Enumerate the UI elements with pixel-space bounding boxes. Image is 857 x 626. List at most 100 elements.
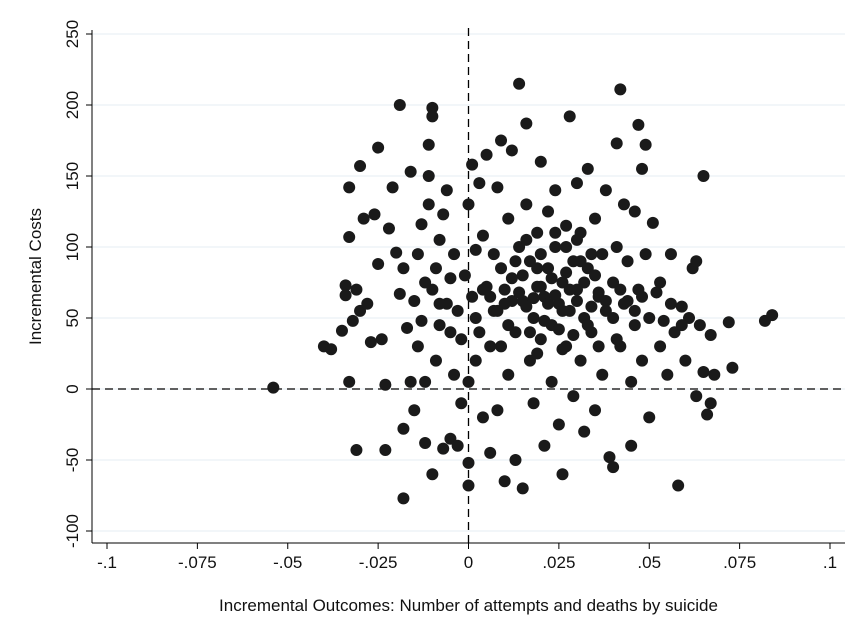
scatter-point [509, 255, 522, 268]
scatter-point [513, 286, 526, 299]
scatter-point [722, 316, 735, 329]
y-tick-label: 50 [63, 309, 82, 328]
scatter-point [675, 300, 688, 313]
scatter-point [661, 368, 674, 381]
scatter-point [520, 233, 533, 246]
scatter-point [589, 269, 602, 282]
y-tick-label: -100 [63, 514, 82, 548]
scatter-point [462, 375, 475, 388]
scatter-point [690, 255, 703, 268]
scatter-point [603, 451, 616, 464]
scatter-point [335, 324, 348, 337]
y-tick-label: 150 [63, 162, 82, 190]
scatter-point [534, 280, 547, 293]
scatter-point [552, 418, 565, 431]
scatter-point [505, 144, 518, 157]
scatter-point [646, 216, 659, 229]
y-axis-title: Incremental Costs [26, 208, 45, 345]
x-tick-label: -.05 [273, 553, 302, 572]
scatter-point [697, 365, 710, 378]
scatter-point [469, 312, 482, 324]
scatter-point [636, 162, 649, 175]
scatter-point [552, 323, 565, 336]
scatter-point [596, 248, 609, 261]
scatter-point [476, 283, 489, 296]
scatter-point [444, 326, 457, 339]
scatter-point [350, 444, 363, 457]
scatter-point [411, 248, 424, 261]
scatter-point [607, 461, 620, 474]
scatter-point [520, 300, 533, 313]
scatter-point [693, 319, 706, 332]
scatter-point [542, 262, 555, 275]
scatter-point [654, 276, 667, 289]
scatter-point [487, 248, 500, 261]
scatter-point [527, 397, 540, 410]
scatter-point [357, 212, 370, 225]
scatter-point [563, 283, 576, 296]
scatter-point [585, 300, 598, 313]
scatter-point [448, 248, 461, 261]
x-tick-label: 0 [464, 553, 473, 572]
scatter-point [469, 354, 482, 367]
scatter-point [570, 177, 583, 190]
scatter-point [534, 155, 547, 168]
scatter-point [466, 290, 479, 303]
scatter-point [433, 297, 446, 310]
scatter-point [708, 368, 721, 381]
scatter-point [397, 492, 410, 505]
scatter-point [476, 411, 489, 424]
x-tick-label: -.075 [178, 553, 217, 572]
y-tick-label: -50 [63, 448, 82, 473]
scatter-point [570, 233, 583, 246]
scatter-point [429, 262, 442, 275]
scatter-point [433, 233, 446, 246]
scatter-point [585, 248, 598, 261]
scatter-point [408, 294, 421, 307]
scatter-point [639, 138, 652, 151]
scatter-point [502, 212, 515, 225]
scatter-point [433, 319, 446, 332]
scatter-point [636, 354, 649, 367]
scatter-point [491, 181, 504, 194]
scatter-point [549, 184, 562, 197]
scatter-point [523, 326, 536, 339]
scatter-point [495, 262, 508, 275]
y-tick-label: 200 [63, 91, 82, 119]
scatter-point [404, 375, 417, 388]
y-tick-label: 0 [63, 384, 82, 393]
scatter-point [531, 262, 544, 275]
x-axis-title: Incremental Outcomes: Number of attempts… [219, 596, 718, 615]
scatter-point [343, 181, 356, 194]
scatter-point [469, 243, 482, 256]
scatter-point [426, 101, 439, 114]
scatter-point [419, 276, 432, 289]
scatter-point [527, 312, 540, 324]
x-tick-label: .075 [723, 553, 756, 572]
scatter-point [354, 160, 367, 173]
scatter-point [455, 333, 468, 346]
scatter-point [429, 354, 442, 367]
scatter-point [437, 442, 450, 455]
scatter-point [422, 170, 435, 182]
scatter-point [397, 422, 410, 435]
scatter-point [563, 110, 576, 123]
scatter-point [534, 333, 547, 346]
scatter-point [419, 375, 432, 388]
scatter-point [679, 354, 692, 367]
scatter-point [440, 184, 453, 197]
scatter-point [643, 411, 656, 424]
scatter-point [404, 165, 417, 178]
scatter-point [386, 181, 399, 194]
scatter-point [390, 246, 403, 259]
scatter-point [628, 205, 641, 218]
scatter-point [520, 117, 533, 130]
scatter-point [364, 336, 377, 349]
scatter-point [346, 314, 359, 327]
scatter-point [325, 343, 338, 356]
scatter-point [426, 110, 439, 123]
scatter-point [560, 219, 573, 232]
scatter-point [516, 482, 529, 495]
scatter-point [495, 134, 508, 147]
